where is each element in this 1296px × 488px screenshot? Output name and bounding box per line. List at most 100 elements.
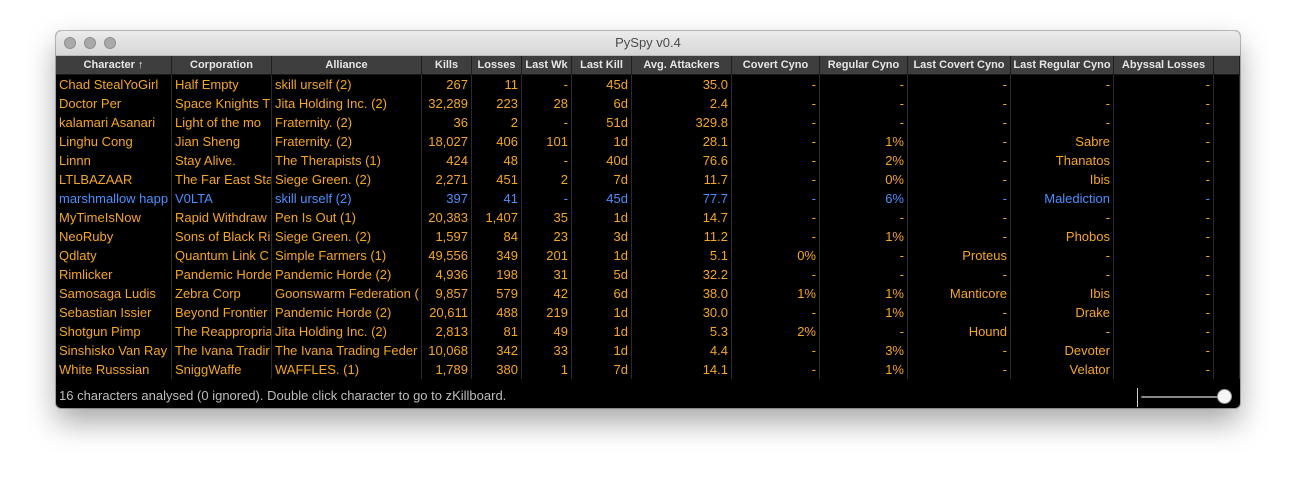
cell-character[interactable]: Chad StealYoGirl (56, 75, 172, 94)
opacity-slider-track[interactable] (1141, 396, 1227, 398)
table-row[interactable]: Shotgun Pimp The Reappropria Jita Holding … (56, 322, 1240, 341)
cell-kills: 32,289 (422, 94, 472, 113)
column-header-abyssal-losses[interactable]: Abyssal Losses (1114, 56, 1214, 74)
column-header-last-regular-cyno[interactable]: Last Regular Cyno (1011, 56, 1114, 74)
cell-character[interactable]: Sinshisko Van Ray (56, 341, 172, 360)
cell-last-week: 101 (522, 132, 572, 151)
cell-alliance: WAFFLES. (1) (272, 360, 422, 379)
table-row[interactable]: Sebastian Issier Beyond Frontier Pandemic … (56, 303, 1240, 322)
table-row[interactable]: Sinshisko Van Ray The Ivana Tradir The Iva… (56, 341, 1240, 360)
cell-kills: 1,789 (422, 360, 472, 379)
table-row[interactable]: MyTimeIsNow Rapid Withdraw Pen Is Out (1) 2… (56, 208, 1240, 227)
cell-character[interactable]: marshmallow happ (56, 189, 172, 208)
cell-filler (1214, 322, 1240, 341)
table-row[interactable]: Doctor Per Space Knights T Jita Holding In… (56, 94, 1240, 113)
cell-last-covert-cyno: - (908, 113, 1011, 132)
cell-corporation: Pandemic Horde (172, 265, 272, 284)
cell-character[interactable]: LTLBAZAAR (56, 170, 172, 189)
cell-losses: 349 (472, 246, 522, 265)
cell-character[interactable]: Shotgun Pimp (56, 322, 172, 341)
table-row[interactable]: White Russsian SniggWaffe WAFFLES. (1) 1,78… (56, 360, 1240, 379)
cell-abyssal-losses: - (1114, 113, 1214, 132)
cell-character[interactable]: Doctor Per (56, 94, 172, 113)
cell-filler (1214, 94, 1240, 113)
column-header-last-kill[interactable]: Last Kill (572, 56, 632, 74)
table-row[interactable]: kalamari Asanari Light of the mo Fraternit… (56, 113, 1240, 132)
cell-corporation: Jian Sheng (172, 132, 272, 151)
slider-tick (1137, 388, 1138, 407)
column-header-alliance[interactable]: Alliance (272, 56, 422, 74)
cell-last-kill: 7d (572, 170, 632, 189)
cell-covert-cyno: - (732, 170, 820, 189)
column-header-losses[interactable]: Losses (472, 56, 522, 74)
table-row[interactable]: Samosaga Ludis Zebra Corp Goonswarm Federa… (56, 284, 1240, 303)
table-row[interactable]: Qdlaty Quantum Link C Simple Farmers (1) 49… (56, 246, 1240, 265)
cell-covert-cyno: 2% (732, 322, 820, 341)
column-header-character[interactable]: Character ↑ (56, 56, 172, 74)
cell-corporation: Stay Alive. (172, 151, 272, 170)
table-row[interactable]: Linghu Cong Jian Sheng Fraternity. (2) 18,0… (56, 132, 1240, 151)
cell-kills: 10,068 (422, 341, 472, 360)
cell-character[interactable]: NeoRuby (56, 227, 172, 246)
opacity-slider-knob[interactable] (1217, 389, 1232, 404)
column-header-kills[interactable]: Kills (422, 56, 472, 74)
cell-covert-cyno: 1% (732, 284, 820, 303)
table-row[interactable]: marshmallow happ V0LTA skill urself (2) 397… (56, 189, 1240, 208)
cell-avg-attackers: 11.7 (632, 170, 732, 189)
zoom-icon[interactable] (104, 37, 116, 49)
cell-kills: 20,611 (422, 303, 472, 322)
cell-abyssal-losses: - (1114, 303, 1214, 322)
cell-avg-attackers: 2.4 (632, 94, 732, 113)
cell-character[interactable]: Linghu Cong (56, 132, 172, 151)
cell-corporation: V0LTA (172, 189, 272, 208)
cell-corporation: The Reappropria (172, 322, 272, 341)
cell-abyssal-losses: - (1114, 284, 1214, 303)
cell-last-covert-cyno: Manticore (908, 284, 1011, 303)
table-row[interactable]: Chad StealYoGirl Half Empty skill urself (… (56, 75, 1240, 94)
cell-losses: 223 (472, 94, 522, 113)
column-header-corporation[interactable]: Corporation (172, 56, 272, 74)
cell-abyssal-losses: - (1114, 151, 1214, 170)
cell-last-regular-cyno: - (1011, 265, 1114, 284)
cell-kills: 20,383 (422, 208, 472, 227)
cell-avg-attackers: 30.0 (632, 303, 732, 322)
table-row[interactable]: LTLBAZAAR The Far East Sta Siege Green. (2… (56, 170, 1240, 189)
cell-character[interactable]: Linnn (56, 151, 172, 170)
cell-avg-attackers: 11.2 (632, 227, 732, 246)
column-header-avg-attackers[interactable]: Avg. Attackers (632, 56, 732, 74)
cell-covert-cyno: - (732, 265, 820, 284)
cell-last-week: 219 (522, 303, 572, 322)
table-row[interactable]: Rimlicker Pandemic Horde Pandemic Horde (2… (56, 265, 1240, 284)
cell-losses: 342 (472, 341, 522, 360)
cell-kills: 1,597 (422, 227, 472, 246)
cell-covert-cyno: 0% (732, 246, 820, 265)
column-header-covert-cyno[interactable]: Covert Cyno (732, 56, 820, 74)
column-header-last-week[interactable]: Last Wk (522, 56, 572, 74)
cell-character[interactable]: Rimlicker (56, 265, 172, 284)
cell-avg-attackers: 5.1 (632, 246, 732, 265)
cell-alliance: Goonswarm Federation ( (272, 284, 422, 303)
cell-last-kill: 45d (572, 189, 632, 208)
cell-character[interactable]: Sebastian Issier (56, 303, 172, 322)
column-header-regular-cyno[interactable]: Regular Cyno (820, 56, 908, 74)
cell-filler (1214, 208, 1240, 227)
cell-avg-attackers: 14.7 (632, 208, 732, 227)
cell-last-regular-cyno: Malediction (1011, 189, 1114, 208)
cell-last-kill: 6d (572, 284, 632, 303)
column-header-last-covert-cyno[interactable]: Last Covert Cyno (908, 56, 1011, 74)
cell-character[interactable]: MyTimeIsNow (56, 208, 172, 227)
minimize-icon[interactable] (84, 37, 96, 49)
cell-last-week: 23 (522, 227, 572, 246)
cell-character[interactable]: Samosaga Ludis (56, 284, 172, 303)
cell-character[interactable]: kalamari Asanari (56, 113, 172, 132)
cell-last-week: 2 (522, 170, 572, 189)
table-row[interactable]: NeoRuby Sons of Black Ri Siege Green. (2) 1… (56, 227, 1240, 246)
cell-losses: 48 (472, 151, 522, 170)
close-icon[interactable] (64, 37, 76, 49)
cell-last-kill: 51d (572, 113, 632, 132)
cell-character[interactable]: White Russsian (56, 360, 172, 379)
cell-last-covert-cyno: - (908, 303, 1011, 322)
cell-last-regular-cyno: - (1011, 208, 1114, 227)
cell-character[interactable]: Qdlaty (56, 246, 172, 265)
table-row[interactable]: Linnn Stay Alive. The Therapists (1) 424 48-… (56, 151, 1240, 170)
